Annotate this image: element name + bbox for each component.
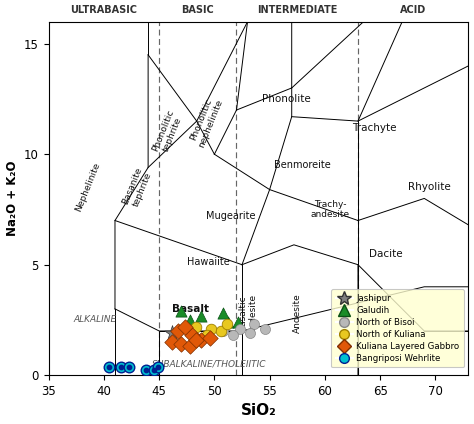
Point [206, 334, 214, 341]
Text: BASIC: BASIC [182, 5, 214, 15]
Point [154, 364, 162, 371]
Point [174, 328, 182, 335]
Text: Phonolite: Phonolite [262, 94, 310, 104]
Text: Dacite: Dacite [369, 248, 402, 259]
Point [197, 312, 205, 319]
Point [189, 332, 196, 339]
Point [262, 325, 269, 332]
Point [126, 364, 133, 371]
Point [150, 366, 157, 373]
Text: Trachyte: Trachyte [352, 123, 397, 133]
Point [203, 332, 210, 339]
Text: Trachy-
andesite: Trachy- andesite [311, 200, 350, 219]
Text: ALKALINE: ALKALINE [73, 315, 116, 324]
Text: Benmoreite: Benmoreite [274, 160, 331, 170]
Text: SUBALKALINE/THOLEIITIC: SUBALKALINE/THOLEIITIC [152, 360, 266, 368]
Point [186, 317, 194, 324]
Point [224, 319, 231, 326]
Point [106, 364, 113, 371]
Text: Basalt: Basalt [172, 304, 209, 314]
Legend: Jashipur, Galudih, North of Bisoi, North of Kuliana, Kuliana Layered Gabbro, Ban: Jashipur, Galudih, North of Bisoi, North… [331, 289, 464, 367]
Point [217, 328, 225, 335]
Point [246, 330, 254, 337]
Point [154, 364, 162, 371]
Text: ACID: ACID [400, 5, 426, 15]
Point [106, 364, 113, 371]
Text: Rhyolite: Rhyolite [409, 182, 451, 192]
Point [234, 319, 241, 326]
Point [219, 310, 227, 317]
Point [197, 336, 205, 343]
Point [192, 336, 200, 343]
Point [126, 364, 133, 371]
Text: ULTRABASIC: ULTRABASIC [71, 5, 137, 15]
Text: Hawaiite: Hawaiite [188, 257, 230, 268]
Point [236, 325, 244, 332]
Point [192, 323, 200, 330]
Text: Phonolitic
nephelinite: Phonolitic nephelinite [187, 94, 224, 148]
Text: INTERMEDIATE: INTERMEDIATE [257, 5, 337, 15]
Text: Mugearite: Mugearite [206, 211, 255, 221]
Text: Nephelinite: Nephelinite [73, 162, 101, 213]
Text: Basaltic
andesite: Basaltic andesite [238, 294, 257, 333]
Text: Phonolitic
tephrite: Phonolitic tephrite [151, 108, 185, 156]
Point [142, 366, 150, 373]
Point [177, 308, 185, 315]
Point [117, 364, 124, 371]
Point [169, 339, 176, 346]
Point [177, 341, 185, 348]
Point [219, 328, 227, 335]
Point [150, 366, 157, 373]
Point [207, 325, 215, 332]
Point [223, 321, 230, 328]
Point [181, 323, 188, 330]
Text: Basanite
tephrite: Basanite tephrite [121, 165, 154, 209]
Point [186, 343, 194, 350]
Point [229, 332, 237, 339]
Point [169, 330, 176, 337]
Point [142, 366, 150, 373]
Y-axis label: Na₂O + K₂O: Na₂O + K₂O [6, 161, 18, 236]
Point [117, 364, 124, 371]
Point [250, 321, 258, 328]
Text: Andesite: Andesite [293, 293, 302, 333]
X-axis label: SiO₂: SiO₂ [241, 404, 276, 418]
